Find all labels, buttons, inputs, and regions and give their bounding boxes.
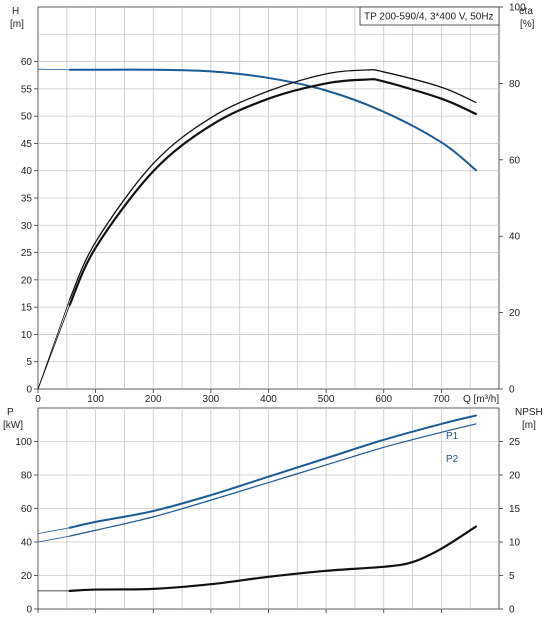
x-axis-tick-label: 300 (203, 394, 220, 405)
npsh-axis-label-unit: [m] (522, 420, 536, 431)
right-axis-tick-label: 0 (509, 605, 515, 616)
eta-axis-label-symbol: eta (519, 6, 533, 17)
left-axis-tick-label: 25 (21, 248, 33, 259)
chart-title: TP 200-590/4, 3*400 V, 50Hz (364, 12, 494, 23)
left-axis-tick-label: 20 (21, 571, 33, 582)
left-axis-tick-label: 20 (21, 275, 33, 286)
title-box (359, 6, 500, 26)
lower-series-2-curve (68, 525, 478, 593)
x-axis-tick-label: 100 (87, 394, 104, 405)
left-axis-tick-label: 0 (26, 385, 32, 396)
left-axis-tick-label: 15 (21, 303, 33, 314)
left-axis-tick-label: 30 (21, 221, 33, 232)
lower-ticks: 0 20 40 60 80 100 0 5 10 15 20 25 (15, 437, 520, 616)
left-axis-tick-label: 60 (21, 504, 33, 515)
lower-series-1-extension (37, 535, 70, 543)
upper-series-0-extension (37, 68, 70, 71)
left-axis-tick-label: 0 (26, 605, 32, 616)
left-axis-tick-label: 100 (15, 437, 32, 448)
p-axis-label-symbol: P (7, 407, 14, 418)
title-legend: TP 200-590/4, 3*400 V, 50Hz (359, 6, 500, 26)
left-axis-tick-label: 45 (21, 139, 33, 150)
x-axis-tick-label: 200 (145, 394, 162, 405)
lower-series-0-extension (37, 527, 70, 535)
x-axis-label: Q [m³/h] (463, 394, 499, 405)
x-axis-tick-label: 600 (375, 394, 392, 405)
left-axis-tick-label: 60 (21, 57, 33, 68)
right-axis-tick-label: 20 (509, 308, 521, 319)
eta-axis-label-unit: [%] (520, 19, 535, 30)
left-axis-tick-label: 55 (21, 84, 33, 95)
left-axis-tick-label: 40 (21, 166, 33, 177)
lower-series-1-curve (69, 423, 477, 537)
right-axis-tick-label: 25 (509, 437, 521, 448)
right-axis-tick-label: 80 (509, 79, 521, 90)
p-axis-label-unit: [kW] (3, 420, 23, 431)
right-axis-tick-label: 5 (509, 571, 515, 582)
lower-series-0-curve (68, 414, 477, 529)
left-axis-tick-label: 50 (21, 112, 33, 123)
x-axis-tick-label: 0 (35, 394, 41, 405)
x-axis-tick-label: 400 (260, 394, 277, 405)
x-axis-tick-label: 700 (433, 394, 450, 405)
right-axis-tick-label: 0 (509, 385, 515, 396)
right-axis-tick-label: 60 (509, 155, 521, 166)
right-axis-tick-label: 100 (509, 3, 526, 14)
lower-grid (38, 408, 499, 609)
upper-series-2-curve (69, 69, 477, 300)
left-axis-tick-label: 35 (21, 194, 33, 205)
npsh-axis-label-symbol: NPSH (515, 407, 543, 418)
left-axis-tick-label: 80 (21, 471, 33, 482)
right-axis-tick-label: 10 (509, 538, 521, 549)
x-axis-tick-label: 500 (318, 394, 335, 405)
lower-series (37, 414, 478, 593)
upper-series-2-extension (37, 299, 71, 390)
left-axis-tick-label: 40 (21, 538, 33, 549)
series-label-p1: P1 (446, 431, 459, 442)
upper-series-0-curve (68, 68, 477, 172)
left-axis-tick-label: 10 (21, 330, 33, 341)
h-axis-label-symbol: H (12, 6, 19, 17)
series-label-p2: P2 (446, 454, 459, 465)
upper-series-1-curve (68, 78, 478, 307)
upper-grid (38, 7, 499, 389)
lower-panel: 0 20 40 60 80 100 0 5 10 15 20 25 P [kW] NPSH [m] P… (3, 407, 543, 616)
right-axis-tick-label: 40 (509, 232, 521, 243)
h-axis-label-unit: [m] (10, 19, 24, 30)
right-axis-tick-label: 15 (509, 504, 521, 515)
left-axis-tick-label: 5 (26, 357, 32, 368)
upper-series (37, 68, 478, 390)
right-axis-tick-label: 20 (509, 471, 521, 482)
